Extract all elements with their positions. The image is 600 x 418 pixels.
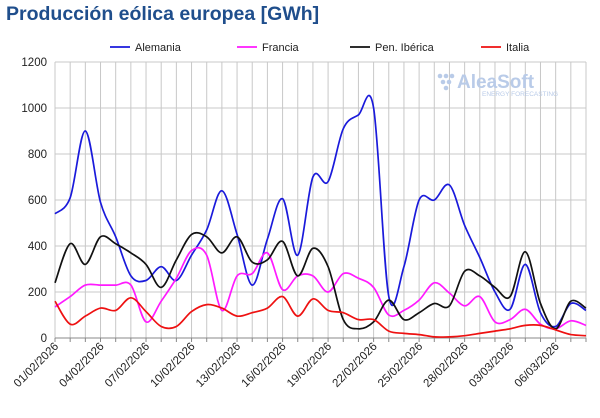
x-tick-label: 10/02/2026 [148,341,197,390]
grid [54,61,587,339]
x-tick-label: 06/03/2026 [513,341,562,390]
y-tick-label: 800 [28,149,47,161]
y-tick-label: 600 [28,195,47,207]
logo-tagline: ENERGY FORECASTING [482,91,558,98]
x-tick-label: 25/02/2026 [376,341,425,390]
series-line-pen-iberica [54,231,587,330]
legend-label-alemania: Alemania [135,42,182,54]
x-tick-label: 13/02/2026 [194,341,243,390]
x-tick-label: 01/02/2026 [12,341,61,390]
x-tick-label: 04/02/2026 [57,341,106,390]
logo-mark-icon [437,73,455,91]
legend-label-francia: Francia [262,42,300,54]
chart-title: Producción eólica europea [GWh] [6,3,320,25]
x-axis: 01/02/202604/02/202607/02/202610/02/2026… [12,337,587,390]
x-tick-label: 19/02/2026 [285,341,334,390]
y-tick-label: 1200 [21,57,47,69]
legend-label-italia: Italia [506,42,530,54]
y-axis: 0 200 400 600 800 1000 1200 [21,57,47,345]
y-tick-label: 400 [28,241,47,253]
series-line-francia [54,246,587,330]
y-tick-label: 0 [41,333,47,345]
series-line-alemania [54,94,587,328]
x-tick-label: 22/02/2026 [331,341,380,390]
x-tick-label: 07/02/2026 [103,341,152,390]
series-line-italia [54,295,587,338]
series-lines [54,94,587,338]
y-tick-label: 1000 [21,103,47,115]
aleasoft-logo: AleaSoft ENERGY FORECASTING [437,72,558,98]
logo-name: AleaSoft [457,72,535,93]
x-tick-label: 03/03/2026 [467,341,516,390]
y-tick-label: 200 [28,287,47,299]
legend: Alemania Francia Pen. Ibérica Italia [110,42,530,54]
x-tick-label: 28/02/2026 [422,341,471,390]
legend-label-pen-iberica: Pen. Ibérica [375,42,435,54]
x-tick-label: 16/02/2026 [240,341,289,390]
